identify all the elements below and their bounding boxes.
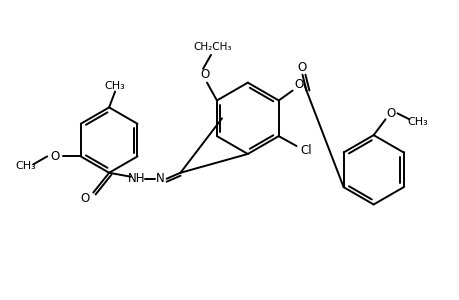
Text: CH₂CH₃: CH₂CH₃ xyxy=(193,42,232,52)
Text: O: O xyxy=(386,107,395,120)
Text: O: O xyxy=(50,150,60,163)
Text: O: O xyxy=(200,68,209,81)
Text: O: O xyxy=(80,192,90,205)
Text: O: O xyxy=(293,78,302,91)
Text: CH₃: CH₃ xyxy=(15,161,36,171)
Text: N: N xyxy=(156,172,165,185)
Text: NH: NH xyxy=(128,172,146,185)
Text: Cl: Cl xyxy=(300,145,312,158)
Text: O: O xyxy=(296,61,306,74)
Text: CH₃: CH₃ xyxy=(105,81,125,91)
Text: CH₃: CH₃ xyxy=(406,117,427,127)
